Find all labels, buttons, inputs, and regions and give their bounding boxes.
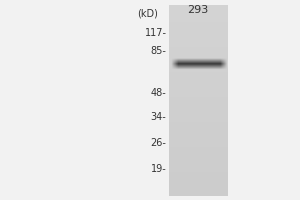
Text: 26-: 26- <box>151 138 166 148</box>
Text: 34-: 34- <box>151 112 167 122</box>
Text: 117-: 117- <box>145 28 166 38</box>
Text: 19-: 19- <box>151 164 167 174</box>
Text: 293: 293 <box>188 5 208 15</box>
Text: (kD): (kD) <box>136 8 158 18</box>
Text: 48-: 48- <box>151 88 167 98</box>
Text: 85-: 85- <box>151 46 166 56</box>
